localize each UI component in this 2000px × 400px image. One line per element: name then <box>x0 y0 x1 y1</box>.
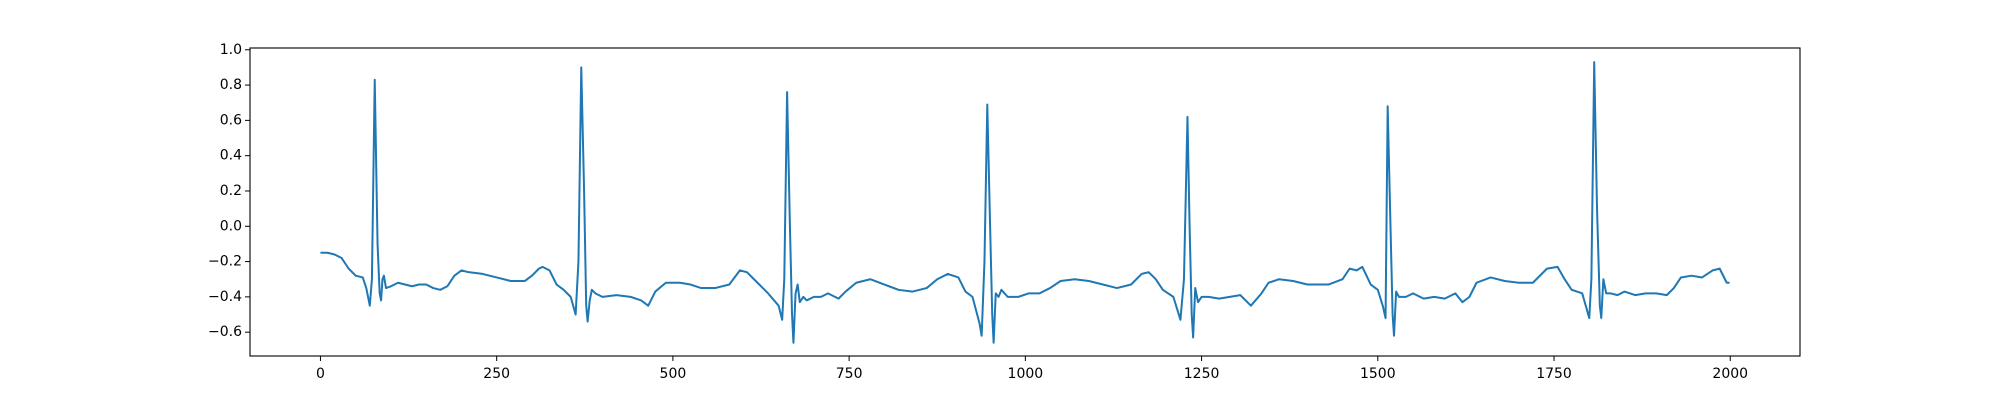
y-tick-label: 0.8 <box>220 77 242 93</box>
line-series <box>320 61 1730 344</box>
x-tick-label: 1750 <box>1536 366 1572 382</box>
y-tick-label: 0.4 <box>220 148 242 164</box>
y-tick-label: 1.0 <box>220 42 242 58</box>
plot-frame <box>249 47 1801 357</box>
y-tick-label: −0.4 <box>208 289 242 305</box>
y-tick-label: 0.0 <box>220 218 242 234</box>
x-tick-label: 500 <box>660 366 687 382</box>
y-tick-label: 0.6 <box>220 112 242 128</box>
x-tick-label: 750 <box>836 366 863 382</box>
x-tick-label: 2000 <box>1712 366 1748 382</box>
x-tick-label: 1500 <box>1360 366 1396 382</box>
y-tick-label: −0.6 <box>208 324 242 340</box>
x-tick-label: 1250 <box>1184 366 1220 382</box>
x-tick-label: 0 <box>316 366 325 382</box>
x-tick-label: 250 <box>483 366 510 382</box>
y-tick-label: −0.2 <box>208 254 242 270</box>
y-tick-label: 0.2 <box>220 183 242 199</box>
x-tick-label: 1000 <box>1008 366 1044 382</box>
